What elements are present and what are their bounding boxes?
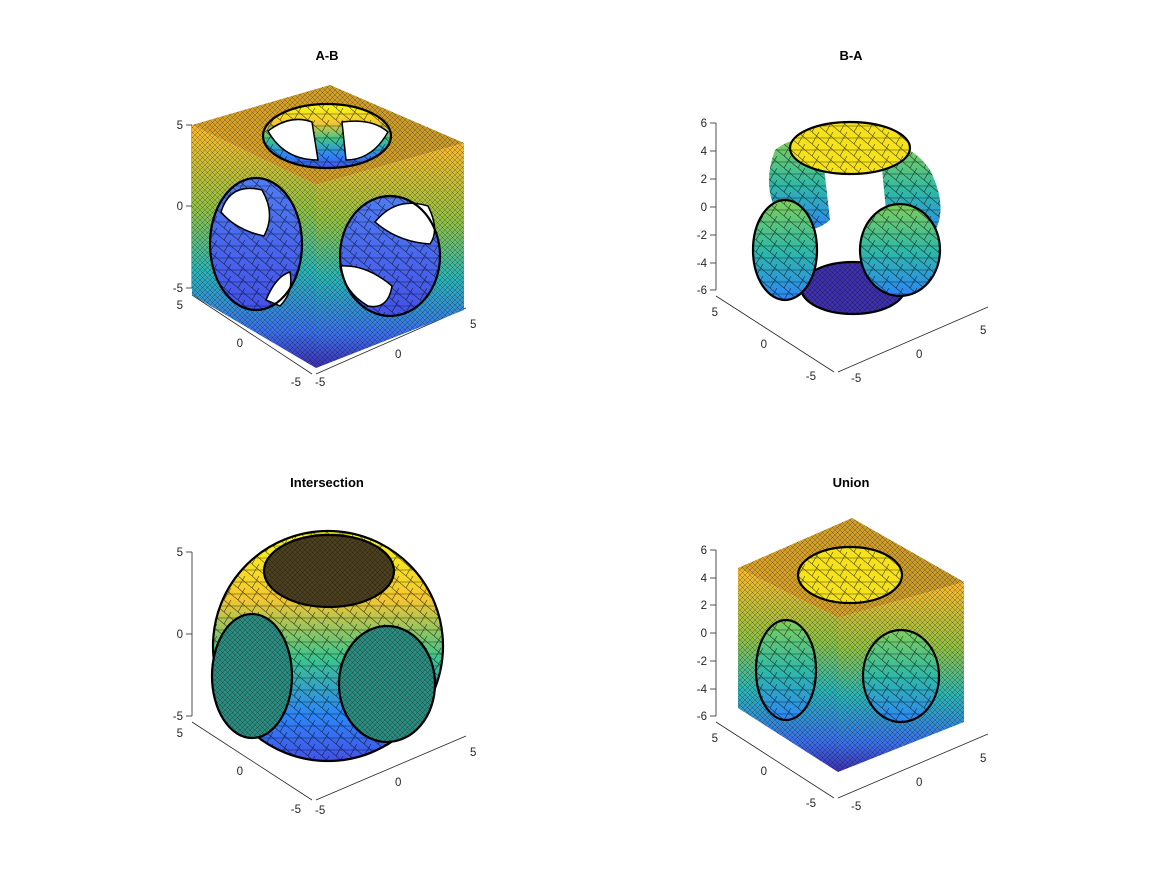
z-tick: 0 xyxy=(701,628,707,640)
z-tick: -5 xyxy=(173,711,183,723)
x-tick: 0 xyxy=(395,349,401,361)
front-left-cap-rim xyxy=(751,198,819,302)
front-left-cap-mesh xyxy=(753,200,817,300)
z-tick: 6 xyxy=(701,118,707,130)
left-cavity-rim xyxy=(208,176,304,312)
x-tick: 0 xyxy=(916,349,922,361)
flat-top-face-rim xyxy=(262,533,396,609)
subplot-b-minus-a: 6 4 2 0 -2 -4 -6 5 0 -5 -5 0 5 xyxy=(697,118,989,385)
y-tick: -5 xyxy=(806,798,816,810)
top-cap-rim xyxy=(788,120,912,176)
left-sphere-cap-mesh xyxy=(756,620,816,720)
y-tick: 5 xyxy=(712,733,718,745)
z-tick: -4 xyxy=(697,684,708,696)
title-intersection: Intersection xyxy=(290,475,364,490)
z-tick: 5 xyxy=(177,120,183,132)
z-tick: 0 xyxy=(177,201,183,213)
z-tick: -6 xyxy=(697,711,707,723)
left-sphere-cap-rim xyxy=(754,618,818,722)
flat-top-face-mesh xyxy=(264,535,394,607)
z-tick: -2 xyxy=(697,656,707,668)
left-cavity-hole-top xyxy=(220,187,271,237)
y-tick: 0 xyxy=(761,766,767,778)
flat-right-face-mesh xyxy=(339,626,435,742)
top-cavity-rim xyxy=(261,102,393,170)
y-tick: 5 xyxy=(177,728,183,740)
top-cavity-hole-left xyxy=(267,118,319,161)
x-tick: 5 xyxy=(980,753,986,765)
x-tick: 5 xyxy=(470,319,476,331)
y-tick: 5 xyxy=(177,300,183,312)
y-tick: 0 xyxy=(237,766,243,778)
axes-lines xyxy=(186,551,467,801)
top-sphere-cap-rim xyxy=(796,545,904,605)
z-tick: 2 xyxy=(701,600,707,612)
z-tick: 6 xyxy=(701,545,707,557)
z-tick: -6 xyxy=(697,285,707,297)
top-sphere-cap-mesh xyxy=(798,547,902,603)
left-cavity-hole-bottom xyxy=(265,271,292,307)
z-tick: 0 xyxy=(701,202,707,214)
subplot-intersection: 5 0 -5 5 0 -5 -5 0 5 xyxy=(173,529,476,817)
right-sphere-cap-rim xyxy=(861,628,941,724)
top-cap-mesh xyxy=(790,122,910,174)
title-b-minus-a: B-A xyxy=(839,48,863,63)
title-union: Union xyxy=(833,475,870,490)
front-right-cap-mesh xyxy=(860,204,940,296)
z-tick: 4 xyxy=(701,573,708,585)
z-tick: 4 xyxy=(701,146,708,158)
x-tick: -5 xyxy=(315,377,325,389)
x-tick: 0 xyxy=(395,777,401,789)
x-tick: -5 xyxy=(851,373,861,385)
x-tick: -5 xyxy=(315,805,325,817)
subplot-union: 6 4 2 0 -2 -4 -6 5 0 -5 -5 0 5 xyxy=(697,518,989,813)
x-tick: 5 xyxy=(980,325,986,337)
axes-lines xyxy=(710,122,989,373)
y-tick: -5 xyxy=(291,377,301,389)
axes-lines xyxy=(710,549,989,799)
z-tick: -2 xyxy=(697,230,707,242)
clipped-sphere-outline xyxy=(211,529,445,763)
right-cavity-rim xyxy=(338,194,442,318)
y-tick: 0 xyxy=(237,338,243,350)
x-tick: -5 xyxy=(851,801,861,813)
flat-left-face-rim xyxy=(210,612,294,740)
z-tick: 0 xyxy=(177,629,183,641)
z-tick: 5 xyxy=(177,547,183,559)
x-tick: 0 xyxy=(916,777,922,789)
x-tick: 5 xyxy=(470,747,476,759)
top-cavity-hole-right xyxy=(341,120,389,161)
y-tick: -5 xyxy=(806,371,816,383)
z-tick: 2 xyxy=(701,174,707,186)
title-a-minus-b: A-B xyxy=(315,48,338,63)
flat-right-face-rim xyxy=(337,624,437,744)
z-tick: -5 xyxy=(173,283,183,295)
y-tick: -5 xyxy=(291,804,301,816)
flat-left-face-mesh xyxy=(212,614,292,738)
y-tick: 0 xyxy=(761,339,767,351)
right-sphere-cap-mesh xyxy=(863,630,939,722)
front-right-cap-rim xyxy=(858,202,942,298)
y-tick: 5 xyxy=(712,307,718,319)
subplot-a-minus-b: 5 0 -5 5 0 -5 -5 0 5 xyxy=(173,85,476,389)
z-tick: -4 xyxy=(697,258,708,270)
